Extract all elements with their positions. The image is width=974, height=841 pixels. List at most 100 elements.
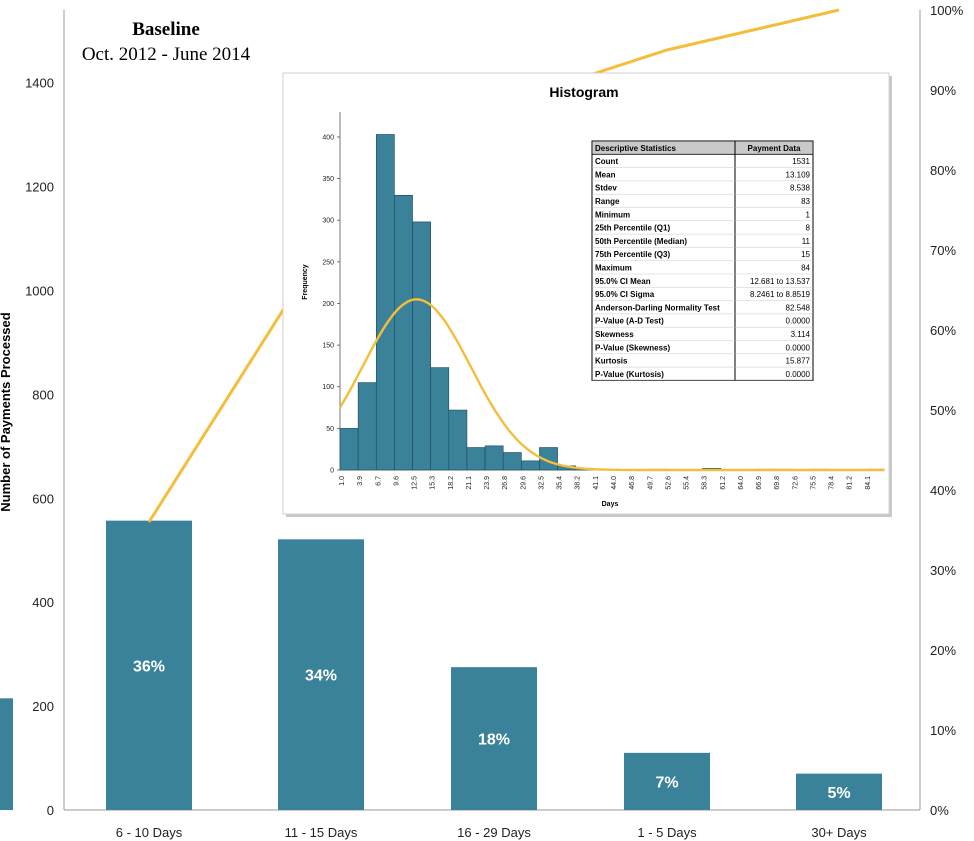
histogram-y-tick-label: 250: [322, 259, 334, 266]
right-y-tick-label: 40%: [930, 483, 956, 498]
histogram-y-tick-label: 350: [322, 176, 334, 183]
histogram-y-tick-label: 300: [322, 218, 334, 225]
stats-row-value: 0.0000: [786, 370, 811, 379]
left-y-tick-label: 200: [32, 699, 54, 714]
pareto-bar: [106, 520, 192, 810]
pareto-bar: [278, 539, 364, 810]
normal-curve: [338, 298, 884, 472]
left-y-tick-label: 1200: [25, 180, 54, 195]
right-y-tick-label: 70%: [930, 243, 956, 258]
stats-row-label: P-Value (Kurtosis): [595, 370, 664, 379]
right-y-tick-label: 50%: [930, 403, 956, 418]
x-category-label: 30+ Days: [811, 825, 867, 840]
histogram-x-tick-label: 46.8: [629, 476, 636, 490]
stats-row-value: 3.114: [791, 330, 811, 339]
right-y-tick-label: 30%: [930, 563, 956, 578]
histogram-x-tick-label: 32.5: [538, 476, 545, 490]
stats-row-label: Anderson-Darling Normality Test: [595, 303, 720, 312]
left-y-tick-label: 800: [32, 387, 54, 402]
right-y-tick-label: 90%: [930, 83, 956, 98]
histogram-x-tick-label: 64.0: [738, 476, 745, 490]
stats-table-header-bg: [591, 140, 814, 155]
histogram-x-tick-label: 26.8: [502, 476, 509, 490]
stats-row-label: Range: [595, 197, 620, 206]
right-y-tick-label: 20%: [930, 643, 956, 658]
histogram-x-tick-label: 75.5: [810, 476, 817, 490]
main-bar-labels: 36% 34% 18% 7% 5%: [133, 658, 851, 801]
histogram-bar: [502, 452, 522, 471]
histogram-x-tick-label: 1.0: [339, 476, 346, 486]
histogram-y-tick-label: 150: [322, 343, 334, 350]
histogram-bar: [375, 134, 395, 471]
histogram-x-tick-label: 61.2: [720, 476, 727, 490]
histogram-x-tick-label: 6.7: [375, 476, 382, 486]
x-category-label: 1 - 5 Days: [637, 825, 697, 840]
main-bars: [0, 520, 882, 810]
histogram-bar: [521, 460, 540, 471]
histogram-x-tick-label: 55.4: [684, 476, 691, 490]
stats-row-value: 83: [801, 197, 810, 206]
histogram-x-tick-label: 58.3: [702, 476, 709, 490]
stats-row-label: 25th Percentile (Q1): [595, 224, 670, 233]
histogram-y-tick-label: 0: [330, 468, 334, 475]
histogram-bar: [430, 367, 450, 471]
pareto-bar: [451, 667, 537, 810]
left-y-tick-label: 1000: [25, 284, 54, 299]
histogram-x-tick-label: 35.4: [557, 476, 564, 490]
histogram-bar: [448, 409, 468, 471]
histogram-x-tick-label: 49.7: [647, 476, 654, 490]
bar-percent-label: 5%: [827, 785, 850, 802]
histogram-y-tick-label: 400: [322, 134, 334, 141]
stats-row-label: Stdev: [595, 184, 617, 193]
bar-percent-label: 7%: [655, 774, 678, 791]
histogram-inset: Histogram 0 50 100 150 200 250 300 350 400 1.0 3.…: [282, 72, 892, 517]
left-y-tick-label: 1400: [25, 76, 54, 91]
histogram-x-tick-label: 12.5: [412, 476, 419, 490]
histogram-x-tick-label: 21.1: [466, 476, 473, 490]
partial-left-bar: [0, 698, 13, 810]
stats-row-value: 15: [801, 250, 810, 259]
histogram-x-ticks: 1.0 3.9 6.7 9.6 12.5 15.3 18.2 21.1 23.9 26.8 29.6…: [339, 476, 872, 490]
stats-row-value: 8: [806, 224, 811, 233]
histogram-x-tick-label: 18.2: [448, 476, 455, 490]
stats-row-value: 82.548: [786, 303, 811, 312]
bar-percent-label: 34%: [305, 668, 337, 685]
bar-percent-label: 36%: [133, 658, 165, 675]
left-y-tick-label: 400: [32, 595, 54, 610]
x-category-label: 11 - 15 Days: [285, 825, 358, 840]
histogram-x-tick-label: 41.1: [593, 476, 600, 490]
histogram-bar: [539, 447, 558, 471]
histogram-x-tick-label: 84.1: [865, 476, 872, 490]
histogram-x-tick-label: 23.9: [484, 476, 491, 490]
histogram-x-tick-label: 72.6: [792, 476, 799, 490]
left-y-tick-label: 600: [32, 491, 54, 506]
histogram-y-ticks: 0 50 100 150 200 250 300 350 400: [322, 134, 340, 475]
stats-row-value: 0.0000: [786, 343, 811, 352]
left-y-tick-label: 0: [47, 803, 54, 818]
right-y-tick-label: 100%: [930, 3, 964, 18]
pareto-bar: [624, 752, 710, 810]
histogram-x-tick-label: 66.9: [756, 476, 763, 490]
descriptive-stats-table: Descriptive Statistics Payment Data Count 1…: [591, 140, 814, 381]
histogram-bar: [339, 428, 359, 471]
histogram-x-tick-label: 9.6: [393, 476, 400, 486]
histogram-y-tick-label: 50: [326, 426, 334, 433]
histogram-y-tick-label: 100: [322, 384, 334, 391]
stats-header-label: Descriptive Statistics: [595, 144, 676, 153]
stats-row-label: Minimum: [595, 210, 630, 219]
histogram-x-tick-label: 38.2: [575, 476, 582, 490]
histogram-title: Histogram: [549, 84, 618, 100]
right-y-ticks: 0% 10% 20% 30% 40% 50% 60% 70% 80% 90% 100%: [930, 3, 964, 818]
histogram-x-tick-label: 3.9: [357, 476, 364, 486]
stats-row-value: 11: [802, 237, 811, 246]
histogram-bars: [339, 134, 885, 471]
stats-row-label: Count: [595, 157, 618, 166]
stats-row-label: 75th Percentile (Q3): [595, 250, 670, 259]
stats-row-value: 8.2461 to 8.8519: [750, 290, 811, 299]
stats-row-value: 13.109: [786, 170, 811, 179]
stats-row-value: 15.877: [786, 357, 811, 366]
histogram-x-tick-label: 78.4: [829, 476, 836, 490]
right-y-tick-label: 0%: [930, 803, 949, 818]
stats-row-value: 8.538: [790, 184, 811, 193]
right-y-tick-label: 60%: [930, 323, 956, 338]
